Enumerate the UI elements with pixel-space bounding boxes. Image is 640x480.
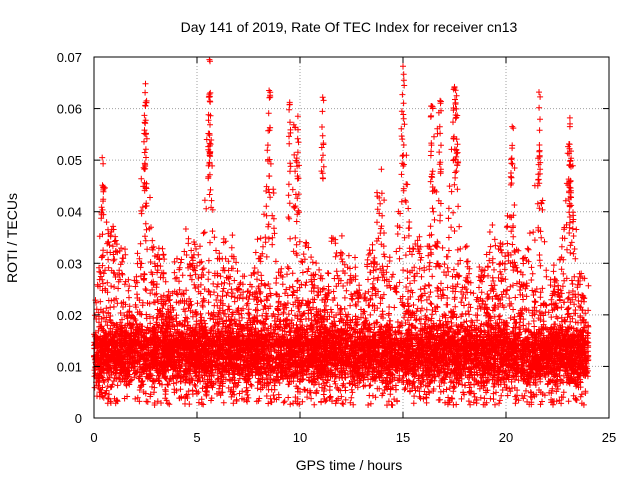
x-tick-label: 0 — [90, 430, 97, 445]
y-tick-label: 0.06 — [57, 102, 82, 117]
x-tick-label: 20 — [499, 430, 513, 445]
y-tick-label: 0.03 — [57, 256, 82, 271]
y-tick-label: 0.07 — [57, 50, 82, 65]
x-tick-label: 5 — [193, 430, 200, 445]
axis-layer: 0 5 10 15 20 25 0 0.01 0.02 0.03 0.04 0.05 0.06 0.07 — [57, 50, 617, 445]
x-tick-label: 10 — [293, 430, 307, 445]
y-axis-label: ROTI / TECUs — [4, 193, 20, 283]
x-tick-label: 15 — [396, 430, 410, 445]
plot-frame — [93, 56, 610, 419]
y-tick-label: 0.02 — [57, 308, 82, 323]
y-tick-label: 0 — [75, 411, 82, 426]
chart-title: Day 141 of 2019, Rate Of TEC Index for r… — [181, 19, 518, 35]
roti-points — [91, 56, 592, 409]
x-tick-label: 25 — [602, 430, 616, 445]
y-tick-label: 0.05 — [57, 153, 82, 168]
y-tick-label: 0.01 — [57, 359, 82, 374]
y-tick-label: 0.04 — [57, 205, 82, 220]
data-points — [91, 56, 592, 409]
x-axis-label: GPS time / hours — [296, 457, 403, 473]
